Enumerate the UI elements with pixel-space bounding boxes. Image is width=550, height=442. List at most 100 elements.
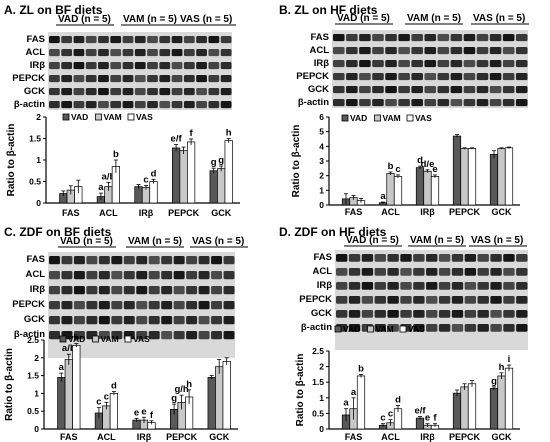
bar-vam-gck [215,366,224,430]
blot-band [411,60,423,68]
legend-label: VAS [408,324,425,334]
blot-group-label: VAD (n = 5) [346,235,399,246]
significance-label: g [491,376,497,387]
blot-band [49,101,60,109]
blot-band [346,86,358,94]
blot-band [85,75,97,83]
blot-band [438,268,451,276]
blot-band [148,301,160,310]
blot-band [159,101,171,109]
significance-label: e [141,406,146,417]
blot-band [424,86,437,94]
significance-label: i [508,354,511,365]
bar-vas-pepck [187,141,196,204]
blot-band [122,75,134,83]
bar-vas-gck [504,367,514,430]
y-tick-label: 2 [36,112,41,122]
blot-band [359,73,371,81]
significance-label: a/b [62,343,76,354]
significance-label: f [433,413,437,424]
blot-band [211,256,223,265]
blot-band [489,34,502,42]
blot-band [361,268,374,276]
blot-band [49,62,60,70]
blot-band [73,256,85,265]
blot-band [186,271,198,280]
blot-band [450,73,463,81]
blot-band [73,316,85,325]
blot-band [398,99,410,107]
blot-band [489,73,502,81]
blot-band [424,60,437,68]
blot-protein-label: FAS [27,254,45,265]
blot-protein-label: IRβ [30,60,46,71]
blot-band [198,316,210,325]
blot-band [348,324,361,332]
western-blot-image [332,30,528,108]
blot-band [490,282,502,290]
bar-vad-fas [57,377,66,430]
blot-protein-label: ACL [25,269,45,280]
blot-band [171,75,183,83]
blot-band [61,316,73,325]
blot-band [73,331,85,340]
blot-band [411,73,423,81]
blot-band [464,324,477,332]
blot-band [426,254,438,262]
blot-band [147,49,158,57]
blot-band [426,282,438,290]
blot-band [186,286,198,295]
bar-vas-fas [356,375,366,430]
blot-band [98,88,109,96]
blot-band [86,316,98,325]
blot-band [503,324,515,332]
blot-band [111,301,123,310]
significance-label: f [190,128,194,139]
blot-band [463,34,476,42]
blot-band [147,62,158,70]
blot-band [110,101,122,109]
blot-band [159,49,171,57]
bar-vam-gck [497,148,506,206]
blot-band [477,268,489,276]
blot-band [49,301,60,310]
blot-band [73,49,85,57]
blot-band [196,88,207,96]
blot-protein-label: FAS [314,252,332,263]
blot-band [438,310,451,318]
blot-band [477,254,489,262]
y-tick-label: 1 [34,388,39,398]
panel-title: A. ZL on BF diets [4,3,103,17]
blot-band [463,60,476,68]
blot-band [424,99,437,107]
blot-band [400,282,412,290]
blot-band [136,331,148,340]
significance-label: g [211,157,217,168]
blot-band [372,73,384,81]
blot-band [196,36,207,44]
blot-band [134,88,146,96]
blot-band [223,271,235,280]
blot-band [73,62,85,70]
legend-swatch-vad [341,114,349,122]
blot-band [49,49,60,57]
blot-band [336,282,348,290]
legend-swatch-vas [406,114,414,122]
blot-group-label: VAS (n = 5) [471,235,523,246]
blot-band [98,271,110,280]
y-tick-label: 2 [319,171,324,181]
blot-band [220,101,232,109]
blot-band [183,62,195,70]
y-tick-label: 1.5 [29,134,41,144]
x-category-label: ACL [381,432,400,442]
blot-band [123,316,135,325]
blot-band [398,86,410,94]
blot-band [490,254,502,262]
blot-band [502,34,515,42]
blot-band [183,75,195,83]
blot-band [161,286,173,295]
y-tick-label: 1 [319,185,324,195]
legend-label: VAM [376,324,394,334]
legend-label: VAS [133,334,150,344]
legend-swatch-vas [399,325,407,333]
